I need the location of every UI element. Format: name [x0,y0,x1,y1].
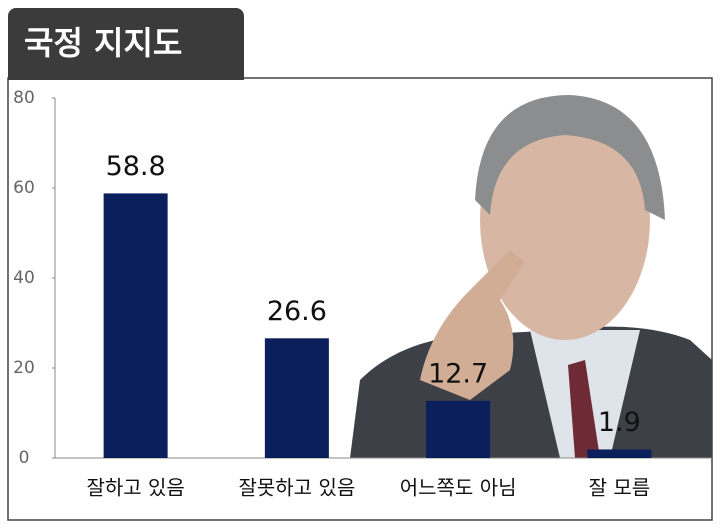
value-label: 58.8 [106,151,166,182]
value-label: 12.7 [428,358,488,389]
bar [103,193,168,458]
bar [264,338,329,458]
bar [426,400,491,458]
photo [350,95,712,458]
y-tick-label: 60 [13,178,35,198]
title-tab-base [8,60,244,80]
chart-title: 국정 지지도 [24,24,182,62]
x-tick-label: 잘못하고 있음 [238,476,355,500]
value-label: 26.6 [267,296,327,327]
y-tick-label: 80 [13,88,35,108]
x-tick-label: 잘하고 있음 [86,476,184,500]
x-tick-label: 잘 모름 [589,476,651,500]
y-tick-label: 20 [13,358,35,378]
bar [587,449,652,458]
x-tick-label: 어느쪽도 아님 [400,476,517,500]
value-label: 1.9 [598,407,641,438]
y-tick-label: 40 [13,268,35,288]
y-tick-label: 0 [19,448,30,468]
